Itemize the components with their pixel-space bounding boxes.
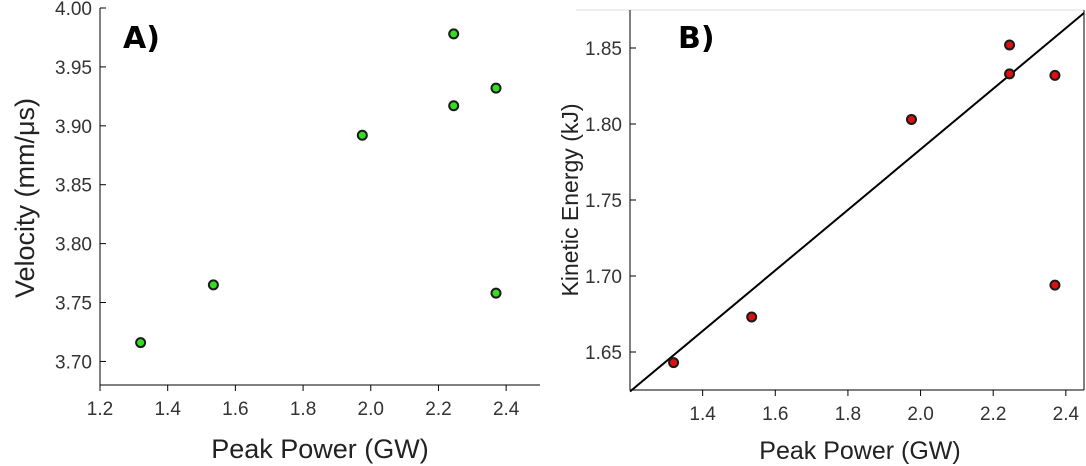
y-tick-label: 3.85 [55, 176, 92, 197]
y-tick-label: 3.90 [55, 117, 92, 138]
y-tick-label: 3.75 [55, 294, 92, 315]
x-tick-label: 1.4 [689, 404, 716, 425]
data-point [1004, 68, 1016, 80]
x-tick-label: 1.6 [762, 404, 788, 425]
data-point [448, 28, 460, 40]
data-point [1049, 279, 1061, 291]
panel-a-velocity-chart: 1.2 1.4 1.6 1.8 2.0 2.2 2.4 3.70 3.75 3.80 3.85 3.… [10, 0, 540, 464]
x-tick-label: 1.8 [835, 404, 861, 425]
panel-b-fit-line [629, 12, 1085, 393]
y-tick-label: 3.70 [55, 352, 92, 373]
panel-b-x-axis-title: Peak Power (GW) [759, 437, 960, 465]
data-point [448, 100, 460, 112]
x-tick-label: 1.4 [154, 399, 181, 420]
data-point [490, 287, 502, 299]
y-tick-label: 3.95 [55, 58, 92, 79]
panel-a-label: A) [123, 21, 160, 56]
x-tick-label: 1.2 [87, 399, 113, 420]
data-point [207, 279, 219, 291]
x-tick-label: 1.8 [290, 399, 316, 420]
panel-b-label: B) [678, 21, 715, 56]
panel-b-kinetic-energy-chart: 1.4 1.6 1.8 2.0 2.2 2.4 1.651.701.751.801.85 … [557, 9, 1085, 465]
y-tick-label: 1.70 [585, 267, 622, 288]
data-point [135, 337, 147, 349]
panel-a-x-axis-title: Peak Power (GW) [211, 434, 429, 464]
y-tick-label: 1.80 [585, 115, 622, 136]
y-tick-label: 1.65 [585, 343, 622, 364]
y-tick-label: 1.85 [585, 39, 622, 60]
y-tick-label: 4.00 [55, 0, 92, 20]
data-point [905, 113, 917, 125]
data-point [746, 311, 758, 323]
x-tick-label: 2.4 [1053, 404, 1080, 425]
data-point [1004, 39, 1016, 51]
x-tick-label: 2.0 [907, 404, 933, 425]
x-tick-label: 2.0 [358, 399, 384, 420]
x-tick-label: 2.4 [493, 399, 520, 420]
y-tick-label: 3.80 [55, 235, 92, 256]
data-point [668, 357, 680, 369]
panel-b-y-axis-title: Kinetic Energy (kJ) [557, 103, 583, 296]
x-tick-label: 2.2 [980, 404, 1006, 425]
x-tick-label: 2.2 [425, 399, 451, 420]
data-point [1049, 69, 1061, 81]
x-tick-label: 1.6 [222, 399, 248, 420]
panel-a-y-axis-title: Velocity (mm/μs) [10, 98, 40, 298]
y-tick-label: 1.75 [585, 191, 622, 212]
data-point [356, 129, 368, 141]
data-point [490, 82, 502, 94]
